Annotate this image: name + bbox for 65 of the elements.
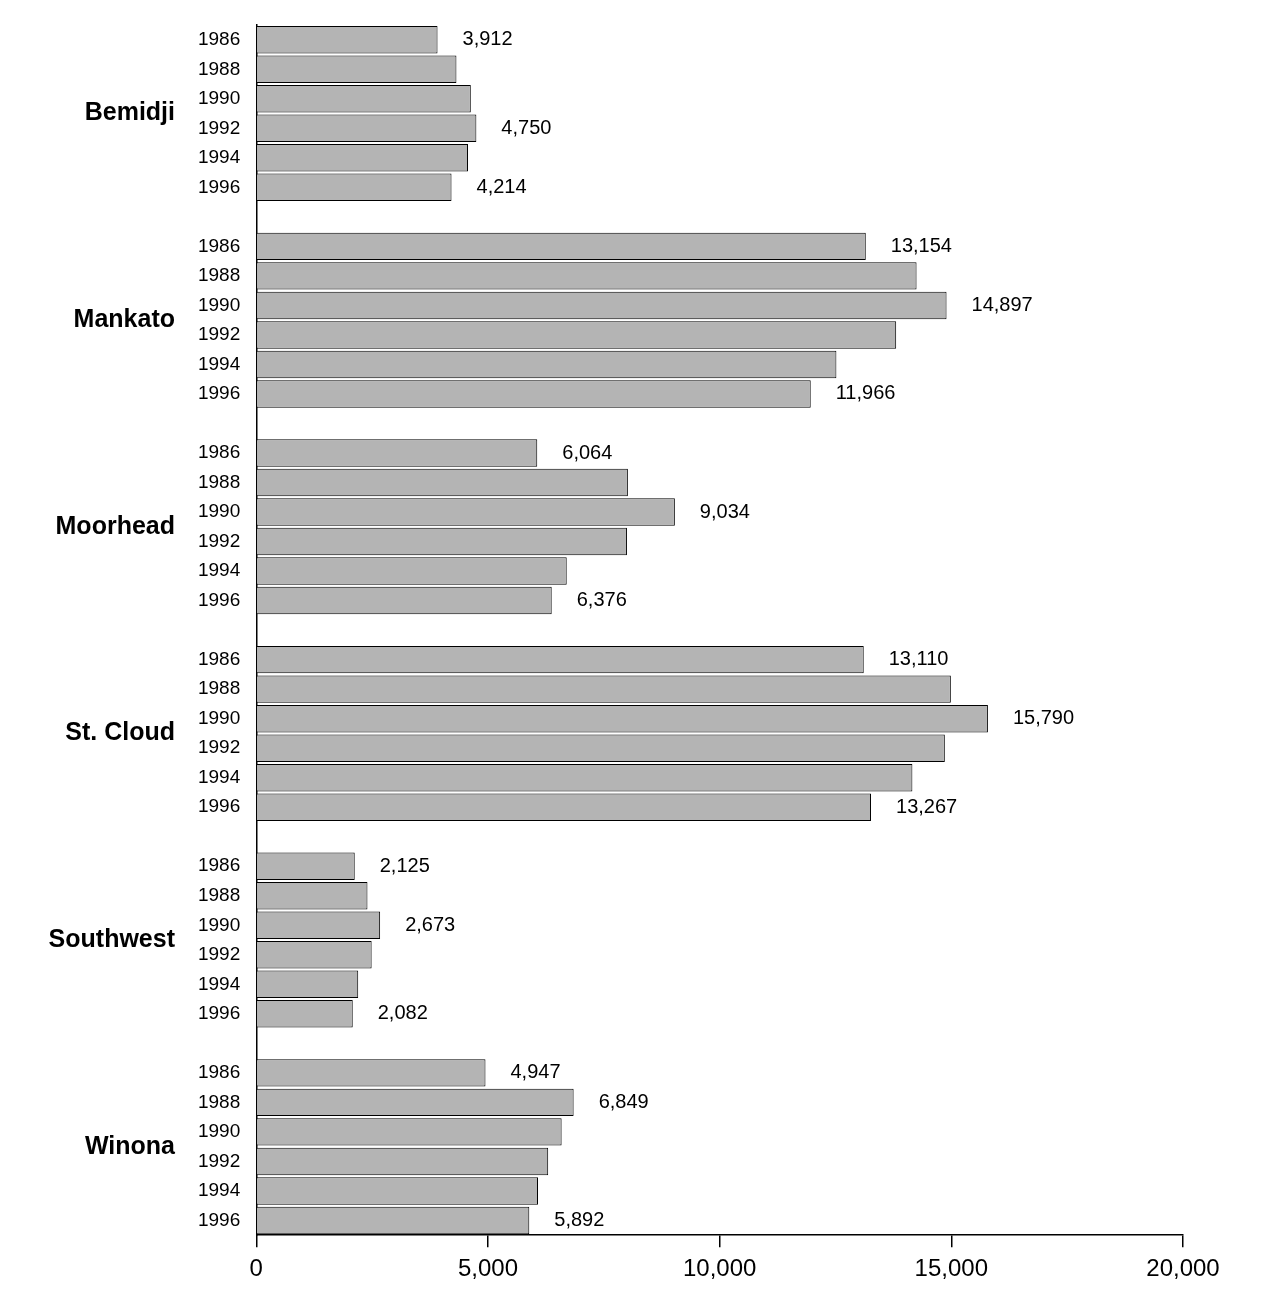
- text: Southwest: [48, 923, 176, 952]
- text: St. Cloud: [65, 717, 175, 746]
- x-tick-label: 20,000: [1146, 1254, 1220, 1282]
- data-label: 2,125: [379, 853, 430, 876]
- y-tick-label: 1990: [197, 500, 241, 522]
- y-tick-label: 1990: [197, 1120, 241, 1142]
- y-tick-label: 1994: [197, 559, 241, 581]
- x-tick-label: 5,000: [457, 1254, 518, 1282]
- data-label: 15,790: [1012, 706, 1075, 729]
- x-tick-label: 0: [249, 1254, 263, 1282]
- data-label: 9,034: [699, 499, 750, 522]
- y-tick-label: 1986: [197, 854, 241, 876]
- data-label: 6,376: [576, 588, 627, 611]
- data-label: 4,947: [510, 1060, 561, 1083]
- y-tick-label: 1986: [197, 234, 241, 256]
- y-tick-label: 1990: [197, 293, 241, 315]
- y-tick-label: 1988: [197, 677, 241, 699]
- y-tick-label: 1996: [197, 175, 241, 197]
- data-label: 5,892: [554, 1207, 605, 1230]
- text: Bemidji: [84, 97, 175, 126]
- data-label: 13,267: [896, 794, 958, 817]
- y-tick-label: 1988: [197, 470, 241, 492]
- data-label: 2,082: [377, 1001, 428, 1024]
- y-tick-label: 1992: [197, 736, 241, 758]
- text: Winona: [84, 1130, 177, 1159]
- y-tick-label: 1986: [197, 647, 241, 669]
- text: Mankato: [73, 304, 175, 333]
- x-tick-label: 10,000: [682, 1254, 757, 1282]
- text: Moorhead: [55, 510, 175, 539]
- y-tick-label: 1992: [197, 1149, 241, 1171]
- y-tick-label: 1988: [197, 264, 241, 286]
- data-label: 4,750: [501, 115, 552, 138]
- y-tick-label: 1994: [197, 765, 241, 787]
- data-label: 13,154: [890, 233, 952, 256]
- y-tick-label: 1988: [197, 883, 241, 905]
- y-tick-label: 1990: [197, 913, 241, 935]
- data-label: 11,966: [835, 381, 896, 404]
- y-tick-label: 1996: [197, 1208, 241, 1230]
- y-tick-label: 1996: [197, 588, 241, 610]
- y-tick-label: 1996: [197, 795, 241, 817]
- y-tick-label: 1986: [197, 27, 241, 49]
- y-tick-label: 1996: [197, 1002, 241, 1024]
- y-tick-label: 1988: [197, 1090, 241, 1112]
- y-tick-label: 1986: [197, 1061, 241, 1083]
- data-label: 3,912: [462, 27, 513, 50]
- y-tick-label: 1992: [197, 943, 241, 965]
- y-tick-label: 1994: [197, 352, 241, 374]
- y-tick-label: 1988: [197, 57, 241, 79]
- data-label: 13,110: [888, 647, 949, 670]
- x-tick-label: 15,000: [914, 1254, 989, 1282]
- data-label: 4,214: [476, 174, 527, 197]
- y-tick-label: 1996: [197, 382, 241, 404]
- y-tick-label: 1992: [197, 529, 241, 551]
- y-tick-label: 1992: [197, 116, 241, 138]
- y-tick-label: 1994: [197, 972, 241, 994]
- y-tick-label: 1990: [197, 87, 241, 109]
- data-label: 6,064: [562, 440, 613, 463]
- data-label: 2,673: [405, 912, 456, 935]
- data-label: 6,849: [598, 1089, 649, 1112]
- y-tick-label: 1994: [197, 1179, 241, 1201]
- y-tick-label: 1986: [197, 441, 241, 463]
- y-tick-label: 1990: [197, 706, 241, 728]
- y-tick-label: 1994: [197, 146, 241, 168]
- data-label: 14,897: [971, 292, 1033, 315]
- y-tick-label: 1992: [197, 323, 241, 345]
